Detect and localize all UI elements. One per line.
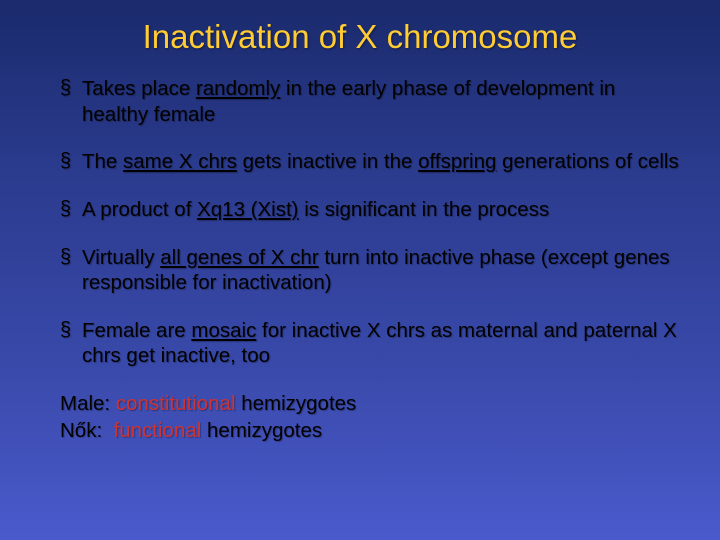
slide-title: Inactivation of X chromosome <box>40 18 680 56</box>
bullet-text: Takes place <box>82 77 196 100</box>
footer-block: Male: constitutional hemizygotes Nők: fu… <box>60 391 680 444</box>
footer-emphasis: constitutional <box>116 392 236 415</box>
footer-label: Male: <box>60 392 110 415</box>
bullet-emphasis: offspring <box>418 150 496 173</box>
bullet-text: is significant in the process <box>299 198 550 221</box>
bullet-item: Virtually all genes of X chr turn into i… <box>60 245 680 296</box>
bullet-emphasis: randomly <box>196 77 280 100</box>
bullet-text: The <box>82 150 123 173</box>
footer-emphasis: functional <box>114 419 202 442</box>
bullet-emphasis: all genes of X chr <box>160 246 318 269</box>
bullet-text: A product of <box>82 198 197 221</box>
bullet-emphasis: Xq13 (Xist) <box>197 198 298 221</box>
footer-label: Nők: <box>60 419 102 442</box>
bullet-item: Takes place randomly in the early phase … <box>60 76 680 127</box>
bullet-item: Female are mosaic for inactive X chrs as… <box>60 318 680 369</box>
bullet-text: Virtually <box>82 246 160 269</box>
bullet-text: gets inactive in the <box>237 150 418 173</box>
bullet-text: Female are <box>82 319 191 342</box>
bullet-emphasis: mosaic <box>191 319 256 342</box>
footer-rest: hemizygotes <box>201 419 322 442</box>
bullet-item: A product of Xq13 (Xist) is significant … <box>60 197 680 223</box>
bullet-item: The same X chrs gets inactive in the off… <box>60 149 680 175</box>
bullet-list: Takes place randomly in the early phase … <box>60 76 680 369</box>
footer-line: Nők: functional hemizygotes <box>60 418 680 445</box>
bullet-emphasis: same X chrs <box>123 150 237 173</box>
footer-line: Male: constitutional hemizygotes <box>60 391 680 418</box>
bullet-text: generations of cells <box>496 150 678 173</box>
footer-rest: hemizygotes <box>236 392 357 415</box>
